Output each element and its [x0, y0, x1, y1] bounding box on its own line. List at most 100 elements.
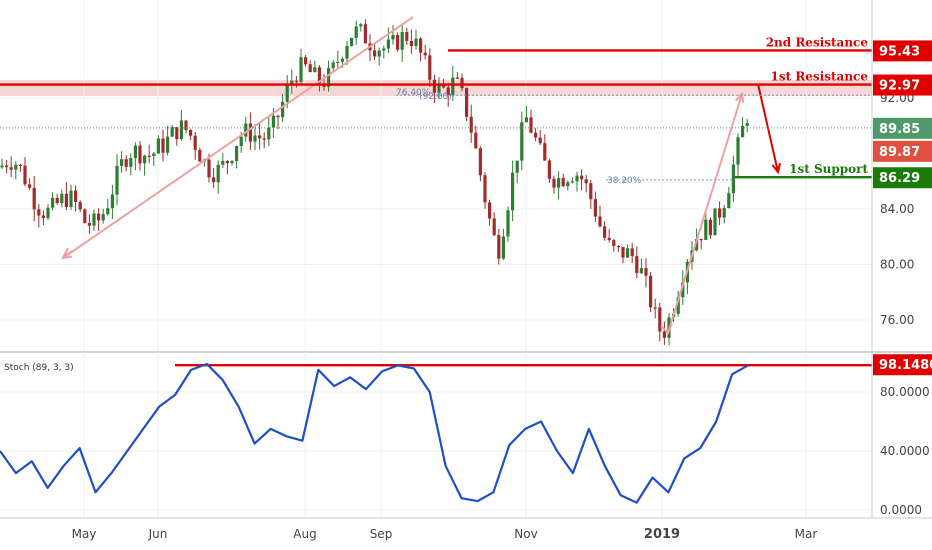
candle-body	[382, 48, 386, 51]
candle-body	[639, 268, 643, 274]
candle-body	[492, 218, 496, 236]
candle-body	[317, 67, 321, 84]
candle-body	[179, 120, 183, 140]
time-axis[interactable]: May Jun Aug Sep Nov 2019 Mar	[72, 527, 818, 542]
candle-body	[106, 208, 110, 215]
candle-body	[193, 135, 197, 150]
candle-body	[37, 209, 41, 216]
candle-body	[529, 117, 533, 133]
candle-body	[658, 307, 662, 332]
candle-body	[97, 213, 101, 221]
candle-body	[221, 160, 225, 165]
candle-body	[704, 219, 708, 240]
candle-body	[239, 136, 243, 147]
price-tick-label: 84.00	[880, 202, 914, 216]
level-label: 1st Resistance	[771, 70, 869, 84]
candle-body	[483, 175, 487, 203]
candle-body	[198, 149, 202, 162]
candles	[0, 19, 749, 346]
price-pane	[0, 0, 872, 352]
candle-body	[409, 40, 413, 47]
candle-body	[51, 197, 55, 208]
candle-body	[299, 57, 303, 82]
candle-body	[244, 123, 248, 137]
candle-body	[124, 159, 128, 167]
price-tag-text: 95.43	[879, 44, 920, 59]
candle-body	[248, 123, 252, 142]
candle-body	[741, 125, 745, 138]
candle-body	[212, 177, 216, 183]
candle-body	[455, 77, 459, 79]
candle-body	[598, 216, 602, 227]
candle-body	[644, 268, 648, 276]
candle-body	[345, 45, 349, 59]
price-tag-box	[873, 117, 932, 139]
candle-body	[340, 58, 344, 62]
time-tick-label: 2019	[644, 527, 680, 542]
level-label: 1st Support	[789, 162, 868, 176]
stoch-tick-label: 0.0000	[880, 503, 922, 517]
candle-body	[630, 248, 634, 257]
candle-body	[437, 83, 441, 93]
candle-body	[23, 165, 27, 185]
candle-body	[189, 129, 193, 136]
level-label: 2nd Resistance	[766, 35, 869, 49]
candle-body	[258, 135, 262, 139]
candle-body	[304, 57, 308, 65]
candle-body	[290, 80, 294, 85]
candle-body	[681, 282, 685, 298]
candle-body	[488, 202, 492, 219]
stoch-grid	[0, 352, 872, 518]
drop-arrow-head	[771, 163, 781, 175]
candle-body	[87, 222, 91, 226]
candle-body	[354, 26, 358, 38]
candle-body	[524, 117, 528, 123]
candle-body	[561, 178, 565, 187]
price-tag-box	[873, 140, 932, 162]
candle-body	[557, 178, 561, 188]
candle-body	[285, 84, 289, 102]
candle-body	[566, 182, 570, 187]
candle-body	[115, 165, 119, 195]
candle-body	[363, 24, 367, 44]
price-tag-box	[873, 167, 932, 189]
candle-body	[695, 238, 699, 251]
candle-body	[46, 207, 50, 219]
candle-body	[653, 307, 657, 309]
candle-body	[350, 37, 354, 46]
candle-body	[271, 115, 275, 128]
candle-body	[170, 127, 174, 137]
candle-body	[110, 194, 114, 209]
candle-body	[69, 190, 73, 208]
candle-body	[120, 159, 124, 166]
price-tag-text: 89.85	[879, 122, 920, 137]
candle-body	[520, 122, 524, 161]
time-tick-label: Nov	[514, 527, 537, 541]
candle-body	[727, 193, 731, 209]
stoch-tick-label: 80.0000	[880, 385, 930, 399]
candle-body	[649, 275, 653, 308]
time-tick-label: Jun	[148, 527, 168, 541]
candle-body	[14, 164, 18, 170]
candle-body	[166, 136, 170, 153]
candle-body	[129, 158, 133, 167]
candle-body	[216, 164, 220, 183]
candle-body	[423, 52, 427, 56]
stoch-line	[0, 362, 749, 504]
candle-body	[152, 153, 156, 157]
candle-body	[515, 160, 519, 173]
candle-body	[589, 183, 593, 200]
candle-body	[607, 237, 611, 241]
candle-body	[465, 88, 469, 117]
candle-body	[41, 215, 45, 219]
uptrend-arrow-start-head	[62, 247, 73, 259]
level-lines: 2nd Resistance 1st Resistance 1st Support	[0, 35, 872, 181]
fib-382-label: 38.20%	[607, 176, 642, 186]
candle-body	[460, 77, 464, 89]
candle-body	[281, 101, 285, 118]
candle-body	[432, 79, 436, 93]
candle-body	[603, 226, 607, 238]
candle-body	[377, 50, 381, 57]
price-tag-text: 92.97	[879, 79, 920, 94]
